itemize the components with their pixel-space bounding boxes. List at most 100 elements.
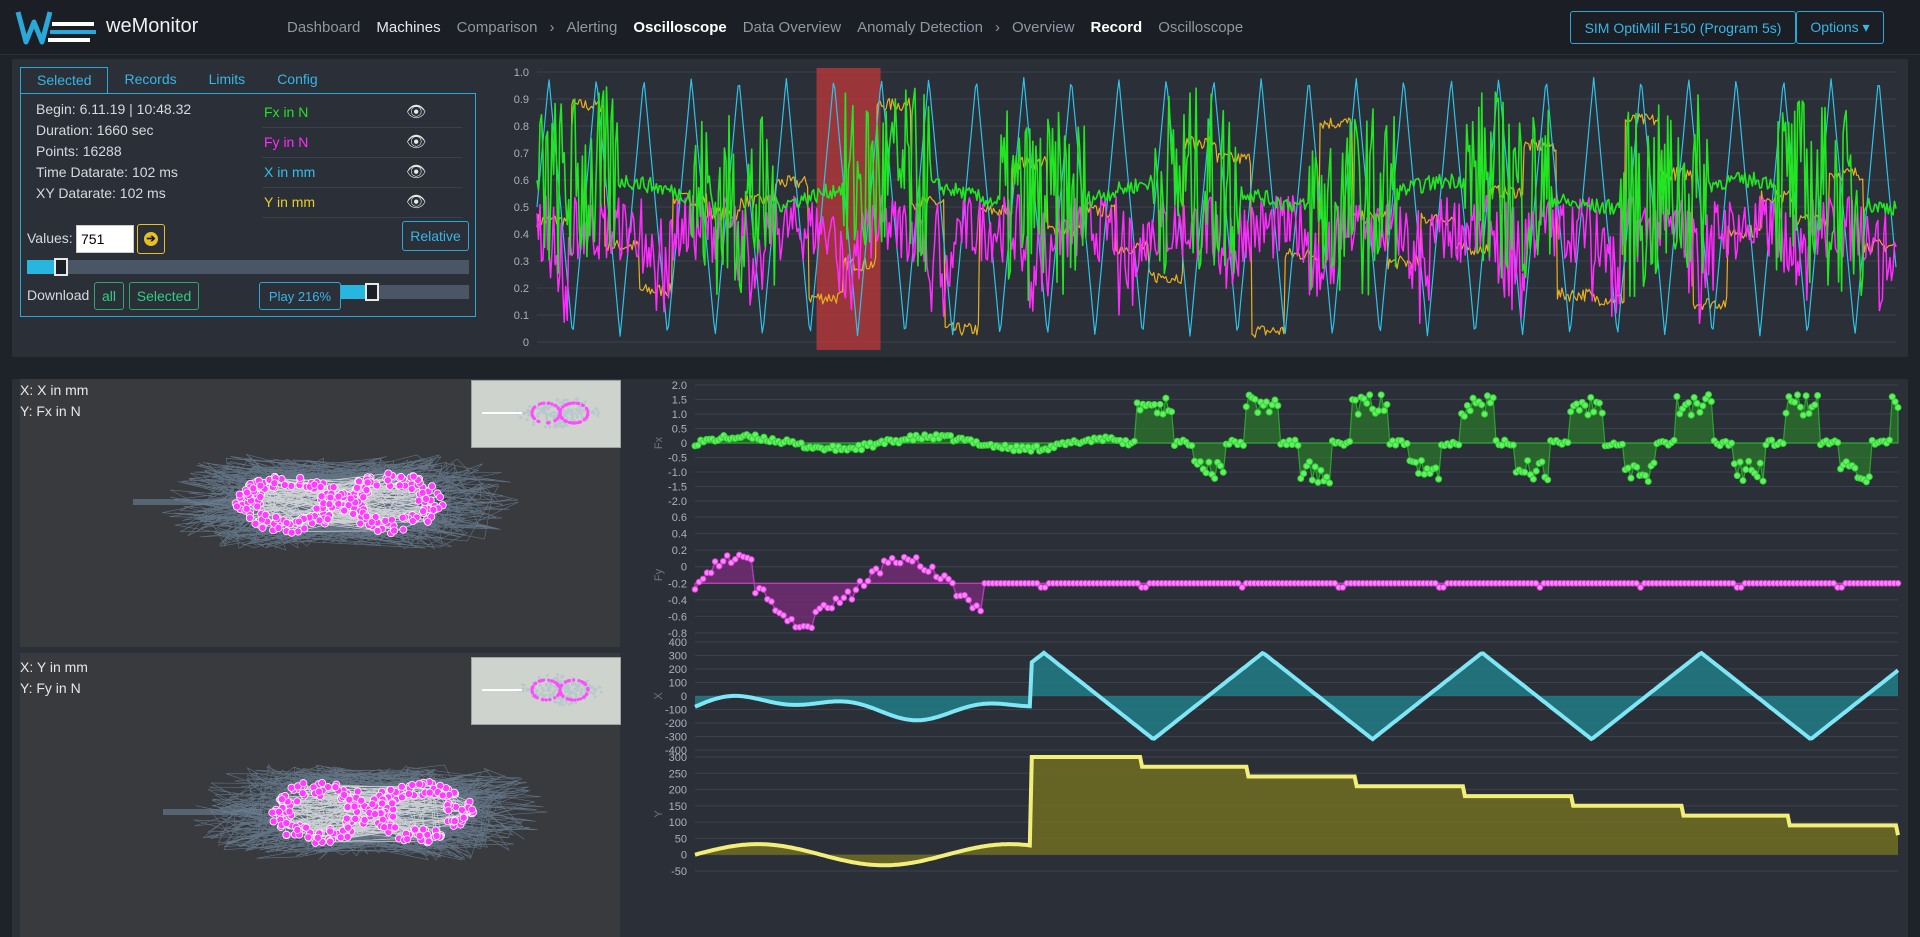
thumbnail-history-point <box>582 409 586 413</box>
download-all-button[interactable]: all <box>94 282 124 310</box>
scatter2-thumbnail[interactable] <box>471 657 621 725</box>
scatter-point <box>363 478 372 487</box>
overview-chart[interactable]: 0 0.1 0.2 0.3 0.4 0.5 0.6 0.7 0.8 0.9 1.0 <box>500 66 1900 352</box>
thumbnail-history-point <box>574 397 578 401</box>
series-row[interactable]: Y in mm 👁 <box>262 188 462 218</box>
nav-item-5[interactable]: Oscilloscope <box>633 19 727 36</box>
thumbnail-history-point <box>592 687 596 691</box>
thumbnail-history-point <box>525 687 529 691</box>
series-row[interactable]: Fx in N 👁 <box>262 98 462 128</box>
thumbnail-history-point <box>545 415 549 419</box>
fy-point <box>1331 579 1339 587</box>
download-label: Download <box>27 287 90 303</box>
y-tick-label: 0.5 <box>514 202 529 214</box>
thumbnail-history-point <box>553 425 557 429</box>
relative-button[interactable]: Relative <box>402 221 469 251</box>
fx-point <box>1297 474 1305 482</box>
y-tick-label: 0.3 <box>514 256 529 268</box>
values-slider-thumb[interactable] <box>53 258 68 276</box>
thumbnail-history-point <box>573 683 577 687</box>
scatter-point <box>242 488 251 497</box>
selected-panel <box>20 93 476 317</box>
fx-point <box>1460 412 1468 420</box>
thumbnail-history-point <box>564 690 568 694</box>
thumbnail-history-point <box>589 690 593 694</box>
fx-point <box>1693 399 1701 407</box>
nav-item-9[interactable]: Overview <box>1011 19 1075 36</box>
thumbnail-point <box>539 401 544 406</box>
thumbnail-history-point <box>552 414 556 418</box>
fx-point <box>1432 464 1440 472</box>
machine-select-button[interactable]: SIM OptiMill F150 (Program 5s) <box>1570 11 1796 44</box>
nav-item-2[interactable]: Comparison <box>456 19 538 36</box>
scatter-point <box>357 796 366 805</box>
detail-y-tick-label: 300 <box>669 752 687 764</box>
tab-limits[interactable]: Limits <box>208 71 246 87</box>
values-slider[interactable] <box>27 258 469 276</box>
eye-icon[interactable]: 👁 <box>406 104 427 121</box>
series-row[interactable]: Fy in N 👁 <box>262 128 462 158</box>
tab-records[interactable]: Records <box>124 71 177 87</box>
options-dropdown-button[interactable]: Options ▾ <box>1796 11 1884 44</box>
play-speed-thumb[interactable] <box>365 283 380 301</box>
download-selected-button[interactable]: Selected <box>129 282 199 310</box>
detail-y-tick-label: 300 <box>669 651 687 663</box>
scatter-point <box>362 486 371 495</box>
thumbnail-point <box>577 679 581 683</box>
fx-point <box>1417 457 1425 465</box>
scatter-plot-fx[interactable] <box>20 379 620 647</box>
fy-point <box>856 577 864 585</box>
eye-icon[interactable]: 👁 <box>406 194 427 211</box>
thumbnail-history-point <box>537 693 541 697</box>
tab-selected[interactable]: Selected <box>20 67 109 94</box>
nav-item-0[interactable]: Dashboard <box>287 19 361 36</box>
play-button[interactable]: Play 216% <box>259 282 341 310</box>
fx-point <box>1641 472 1649 480</box>
eye-icon[interactable]: 👁 <box>406 134 427 151</box>
values-input[interactable] <box>76 225 134 253</box>
thumbnail-history-point <box>581 416 585 420</box>
tab-config[interactable]: Config <box>277 71 318 87</box>
thumbnail-history-point <box>541 694 545 698</box>
fx-point <box>1130 437 1138 445</box>
nav-item-10[interactable]: Record <box>1090 19 1143 36</box>
eye-icon[interactable]: 👁 <box>406 164 427 181</box>
thumbnail-history-point <box>549 682 553 686</box>
thumbnail-point <box>558 410 562 414</box>
thumbnail-history-point <box>559 680 563 684</box>
thumbnail-point <box>547 401 551 405</box>
thumbnail-history-point <box>548 685 552 689</box>
wemonitor-logo[interactable] <box>14 8 98 48</box>
fx-point <box>1314 478 1322 486</box>
scatter-point <box>398 513 407 522</box>
thumbnail-history-point <box>597 411 601 415</box>
thumbnail-history-point <box>560 675 564 679</box>
play-speed-slider[interactable] <box>341 283 469 301</box>
nav-item-7[interactable]: Anomaly Detection <box>857 19 983 36</box>
nav-item-1[interactable]: Machines <box>376 19 441 36</box>
fy-point <box>808 624 815 632</box>
apply-values-button[interactable]: ➔ <box>137 224 165 254</box>
scatter-point <box>235 490 244 499</box>
detail-time-charts[interactable]: 2.0 1.5 1.0 0.5 0 -0.5 -1.0 -1.5 -2.0 Fx 0.6 0.4 0.2… <box>640 379 1908 937</box>
fx-point <box>1156 400 1164 408</box>
thumbnail-point <box>584 416 588 420</box>
fy-point <box>715 562 723 570</box>
scatter-point <box>249 484 258 493</box>
thumbnail-history-point <box>547 688 551 692</box>
fx-point <box>1153 409 1161 417</box>
fx-point <box>1486 399 1494 407</box>
scatter-point <box>282 819 291 828</box>
scatter-point <box>331 783 340 792</box>
fy-point <box>1234 579 1242 587</box>
detail-y-tick-label: 0.6 <box>672 512 687 524</box>
fx-point <box>1455 441 1463 449</box>
series-fx-line <box>536 86 1897 301</box>
fx-point <box>1305 458 1313 466</box>
nav-item-11[interactable]: Oscilloscope <box>1158 19 1244 36</box>
nav-item-4[interactable]: Alerting <box>566 19 618 36</box>
nav-item-6[interactable]: Data Overview <box>742 19 842 36</box>
series-row[interactable]: X in mm 👁 <box>262 158 462 188</box>
fx-point <box>1317 466 1325 474</box>
scatter1-thumbnail[interactable] <box>471 380 621 448</box>
